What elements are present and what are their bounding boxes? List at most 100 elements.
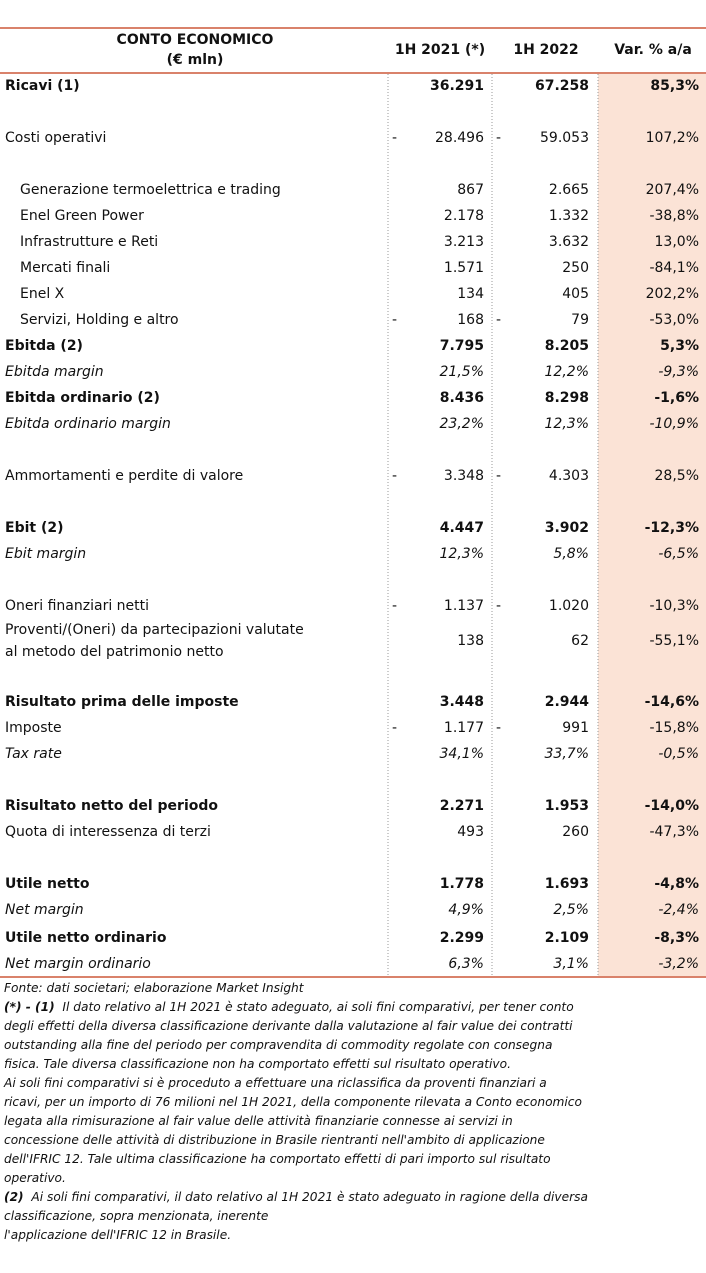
sign: - <box>496 130 501 146</box>
cell-value: 4.447 <box>440 520 484 536</box>
row-label: Ammortamenti e perdite di valore <box>5 468 243 484</box>
cell-value: 79 <box>571 312 589 328</box>
cell-value: -55,1% <box>649 633 699 649</box>
header-unit: (€ mln) <box>167 52 224 68</box>
cell-value: 1.953 <box>545 798 589 814</box>
cell-value: 260 <box>562 824 589 840</box>
row-label: Imposte <box>5 720 62 736</box>
row-label: Infrastrutture e Reti <box>20 234 158 250</box>
footnote-marker: (*) - (1) <box>4 1000 55 1014</box>
cell-value: -47,3% <box>649 824 699 840</box>
cell-value: -9,3% <box>658 364 699 380</box>
cell-value: -0,5% <box>658 746 699 762</box>
cell-value: 7.795 <box>440 338 484 354</box>
footnote-line: l'applicazione dell'IFRIC 12 in Brasile. <box>4 1228 231 1242</box>
cell-value: 207,4% <box>646 182 699 198</box>
cell-value: 13,0% <box>655 234 699 250</box>
cell-value: 138 <box>457 633 484 649</box>
cell-value: -84,1% <box>649 260 699 276</box>
footnote-line: (*) - (1) Il dato relativo al 1H 2021 è … <box>4 1000 574 1014</box>
footnote-line: outstanding alla fine del periodo per co… <box>4 1038 552 1052</box>
footnote-text: Ai soli fini comparativi, il dato relati… <box>24 1190 588 1204</box>
cell-value: -10,3% <box>649 598 699 614</box>
row-label: Utile netto <box>5 876 90 892</box>
cell-value: 3.348 <box>444 468 484 484</box>
row-label: Tax rate <box>5 746 62 762</box>
highlight-column <box>598 74 706 977</box>
sign: - <box>392 130 397 146</box>
sign: - <box>392 312 397 328</box>
footnote-text: l'applicazione dell'IFRIC 12 in Brasile. <box>4 1228 231 1242</box>
sign: - <box>392 468 397 484</box>
footnote-text: classificazione, sopra menzionata, inere… <box>4 1209 268 1223</box>
cell-value: 3.448 <box>440 694 484 710</box>
cell-value: 250 <box>562 260 589 276</box>
header-title: CONTO ECONOMICO <box>117 32 274 48</box>
footnote-line: Ai soli fini comparativi si è proceduto … <box>3 1076 547 1090</box>
row-label: Mercati finali <box>20 260 110 276</box>
cell-value: 2.944 <box>545 694 590 710</box>
cell-value: 12,2% <box>545 364 589 380</box>
sign: - <box>496 312 501 328</box>
cell-value: 1.020 <box>549 598 589 614</box>
row-label: al metodo del patrimonio netto <box>5 644 224 660</box>
footnote-text: fisica. Tale diversa classificazione non… <box>4 1057 511 1071</box>
cell-value: -12,3% <box>645 520 699 536</box>
cell-value: 168 <box>457 312 484 328</box>
row-label: Ebit (2) <box>5 520 64 536</box>
cell-value: 12,3% <box>545 416 589 432</box>
sign: - <box>496 720 501 736</box>
cell-value: 1.778 <box>440 876 484 892</box>
cell-value: -6,5% <box>658 546 699 562</box>
footnote-text: degli effetti della diversa classificazi… <box>4 1019 573 1033</box>
footnote-text: legata alla rimisurazione al fair value … <box>4 1114 513 1128</box>
cell-value: 3.902 <box>545 520 589 536</box>
table-body: Ricavi (1) 36.291 67.258 85,3% Costi operati… <box>5 78 699 972</box>
cell-value: 107,2% <box>646 130 699 146</box>
cell-value: 2,5% <box>553 902 589 918</box>
cell-value: -2,4% <box>658 902 699 918</box>
footnote-text: outstanding alla fine del periodo per co… <box>4 1038 552 1052</box>
cell-value: 5,8% <box>553 546 589 562</box>
cell-value: 1.137 <box>444 598 484 614</box>
footnote-line: concessione delle attività di distribuzi… <box>4 1133 545 1147</box>
footnote-text: operativo. <box>4 1171 66 1185</box>
footnote-marker: (2) <box>4 1190 24 1204</box>
column-header: 1H 2022 <box>513 42 578 58</box>
row-label: Ricavi (1) <box>5 78 80 94</box>
row-label: Ebitda ordinario (2) <box>5 390 160 406</box>
row-label: Risultato prima delle imposte <box>5 694 239 710</box>
row-label: Oneri finanziari netti <box>5 598 149 614</box>
cell-value: -8,3% <box>654 930 699 946</box>
sign: - <box>392 720 397 736</box>
cell-value: 867 <box>457 182 484 198</box>
sign: - <box>496 598 501 614</box>
cell-value: 1.571 <box>444 260 484 276</box>
cell-value: 4.303 <box>549 468 589 484</box>
cell-value: 2.109 <box>545 930 589 946</box>
cell-value: -15,8% <box>649 720 699 736</box>
footnote-text: Fonte: dati societari; elaborazione Mark… <box>4 981 305 995</box>
cell-value: 3.213 <box>444 234 484 250</box>
cell-value: -14,6% <box>645 694 699 710</box>
column-header: 1H 2021 (*) <box>395 42 485 58</box>
cell-value: 8.298 <box>545 390 589 406</box>
cell-value: -3,2% <box>658 956 699 972</box>
cell-value: -10,9% <box>649 416 699 432</box>
cell-value: 202,2% <box>646 286 699 302</box>
cell-value: 4,9% <box>448 902 484 918</box>
cell-value: -4,8% <box>654 876 699 892</box>
row-label: Risultato netto del periodo <box>5 798 218 814</box>
footnote-line: degli effetti della diversa classificazi… <box>4 1019 573 1033</box>
cell-value: 2.299 <box>440 930 484 946</box>
cell-value: 2.271 <box>440 798 484 814</box>
cell-value: 3,1% <box>553 956 589 972</box>
footnote-line: classificazione, sopra menzionata, inere… <box>4 1209 268 1223</box>
footnote-text: Ai soli fini comparativi si è proceduto … <box>3 1076 547 1090</box>
cell-value: 28.496 <box>435 130 484 146</box>
cell-value: 2.665 <box>549 182 589 198</box>
cell-value: 59.053 <box>540 130 589 146</box>
cell-value: 6,3% <box>448 956 484 972</box>
cell-value: 1.177 <box>444 720 484 736</box>
